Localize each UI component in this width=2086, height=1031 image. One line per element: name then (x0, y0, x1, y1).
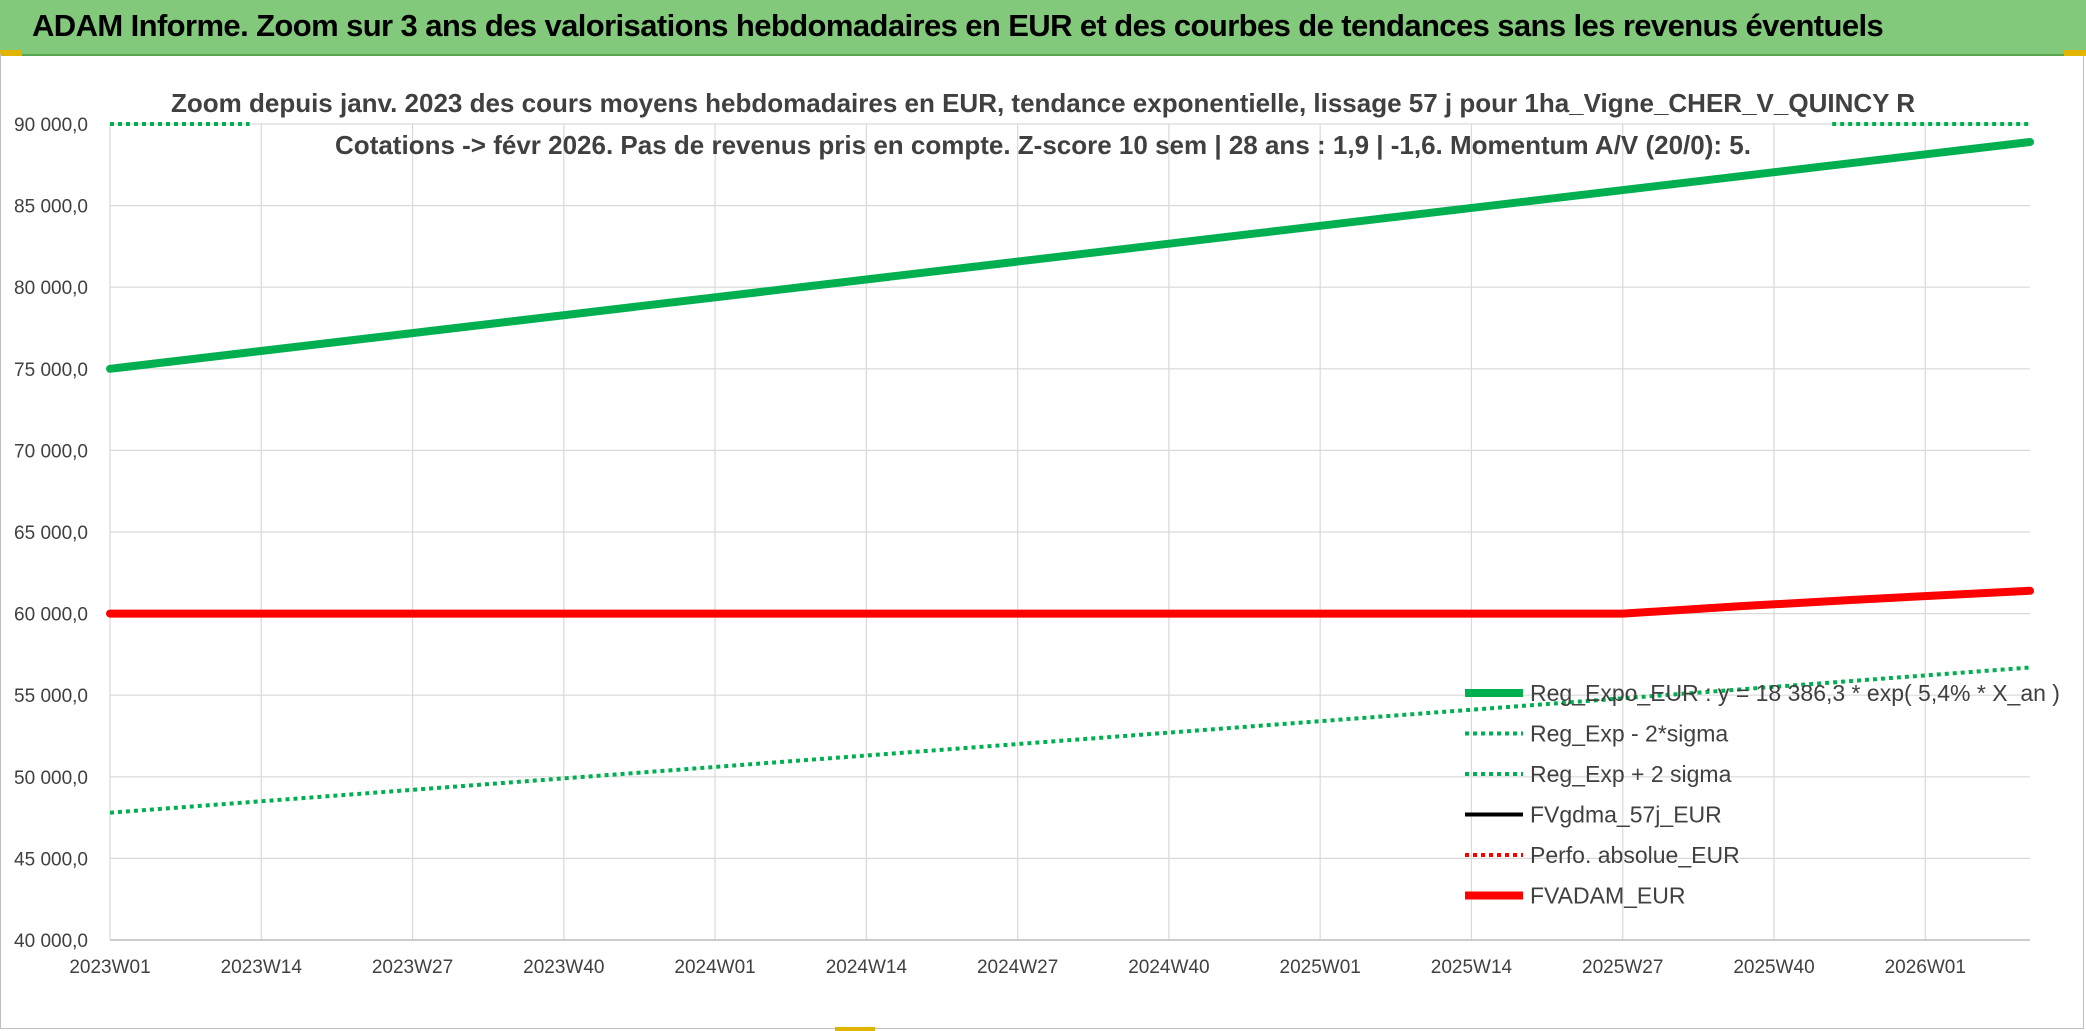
x-tick-label: 2024W14 (826, 957, 908, 978)
chart-frame (0, 54, 2084, 1029)
x-tick-label: 2023W27 (372, 957, 453, 978)
y-tick-label: 50 000,0 (14, 768, 88, 789)
subtitle-line-2: Cotations -> févr 2026. Pas de revenus p… (335, 130, 1751, 160)
x-tick-label: 2024W40 (1128, 957, 1209, 978)
x-tick-label: 2025W14 (1431, 957, 1513, 978)
y-tick-label: 80 000,0 (14, 278, 88, 299)
x-tick-label: 2024W27 (977, 957, 1058, 978)
legend-label-1: Reg_Exp - 2*sigma (1530, 721, 1728, 747)
title-banner: ADAM Informe. Zoom sur 3 ans des valoris… (0, 0, 2086, 56)
legend-label-4: Perfo. absolue_EUR (1530, 842, 1740, 868)
y-tick-label: 60 000,0 (14, 605, 88, 626)
x-tick-label: 2026W01 (1885, 957, 1966, 978)
y-tick-label: 45 000,0 (14, 849, 88, 870)
gridlines (109, 123, 2030, 941)
banner-corner-left (0, 50, 22, 56)
y-tick-label: 85 000,0 (14, 197, 88, 218)
banner-title: ADAM Informe. Zoom sur 3 ans des valoris… (32, 8, 1884, 43)
x-tick-label: 2023W01 (69, 957, 150, 978)
x-tick-label: 2024W01 (674, 957, 755, 978)
y-tick-label: 75 000,0 (14, 360, 88, 381)
y-axis-tick-labels: 90 000,0 85 000,0 80 000,0 75 000,0 70 000,0… (14, 115, 88, 952)
subtitle-line-1: Zoom depuis janv. 2023 des cours moyens … (171, 88, 1915, 118)
y-tick-label: 65 000,0 (14, 523, 88, 544)
legend-label-2: Reg_Exp + 2 sigma (1530, 761, 1732, 787)
series-line-0 (106, 138, 2034, 373)
legend-label-3: FVgdma_57j_EUR (1530, 802, 1722, 828)
x-tick-label: 2025W27 (1582, 957, 1663, 978)
x-axis-tick-labels: 2023W01 2023W14 2023W27 2023W40 2024W01 2024W… (69, 957, 1966, 978)
x-tick-label: 2023W40 (523, 957, 604, 978)
legend-label-0: Reg_Expo_EUR : y = 18 386,3 * exp( 5,4% … (1530, 680, 2060, 706)
series-lines (106, 122, 2034, 815)
banner-corner-right (2064, 50, 2086, 56)
y-tick-label: 55 000,0 (14, 686, 88, 707)
y-tick-label: 40 000,0 (14, 931, 88, 952)
x-tick-label: 2025W40 (1733, 957, 1814, 978)
chart-subtitle: Zoom depuis janv. 2023 des cours moyens … (171, 88, 1915, 160)
legend-label-5: FVADAM_EUR (1530, 883, 1686, 909)
x-tick-label: 2023W14 (221, 957, 303, 978)
series-line-5 (106, 586, 2034, 618)
y-tick-label: 70 000,0 (14, 441, 88, 462)
legend: Reg_Expo_EUR : y = 18 386,3 * exp( 5,4% … (1465, 680, 2060, 909)
y-tick-label: 90 000,0 (14, 115, 88, 136)
x-tick-label: 2025W01 (1280, 957, 1361, 978)
series-line-1 (109, 665, 2031, 815)
bottom-marker (835, 1027, 875, 1031)
